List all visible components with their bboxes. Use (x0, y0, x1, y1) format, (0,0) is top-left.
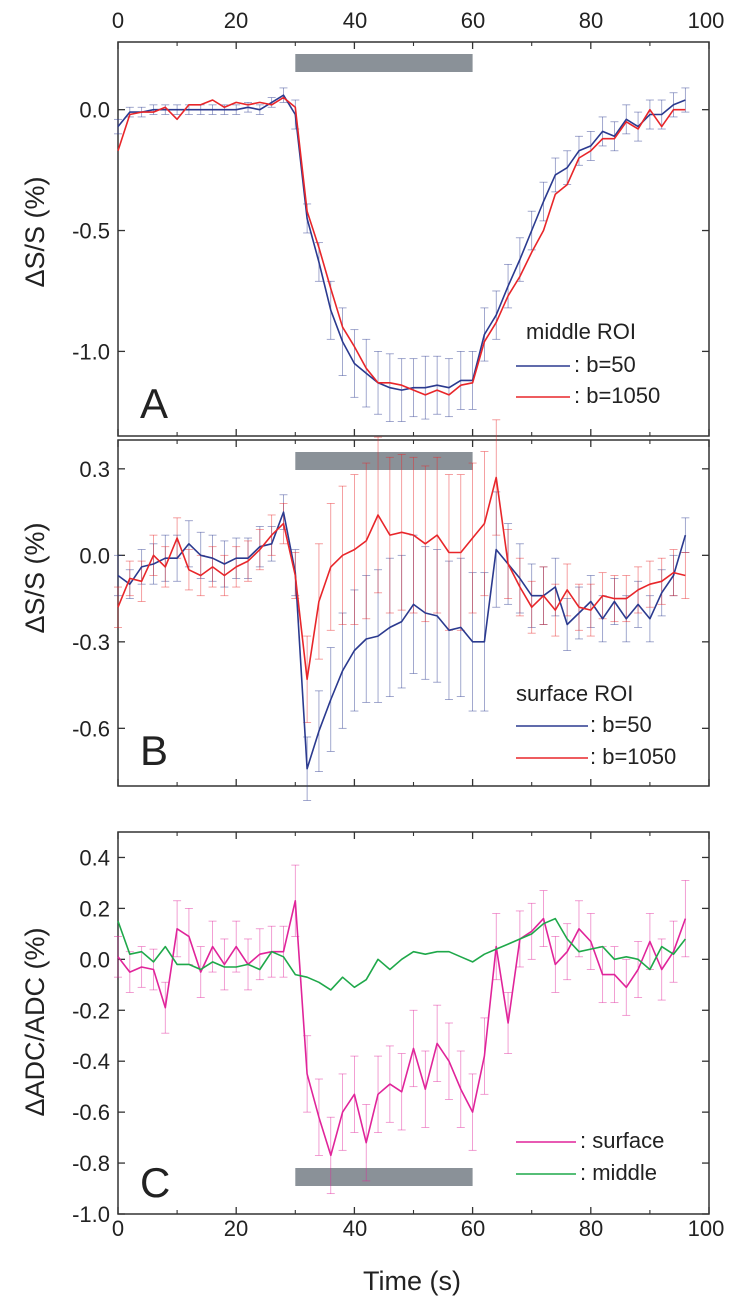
top-x-tick-label: 60 (461, 8, 485, 33)
top-x-tick-label: 40 (343, 8, 367, 33)
panel-a-series-1-line (117, 94, 686, 391)
panel-c-y-tick-label: -0.2 (72, 998, 110, 1023)
panel-c-y-tick-label: 0.4 (79, 845, 110, 870)
top-x-tick-label: 0 (112, 8, 124, 33)
panel-c-legend-label-2: : middle (580, 1160, 657, 1185)
panel-a-letter: A (140, 380, 168, 427)
bottom-x-tick-label: 40 (343, 1216, 367, 1241)
top-x-tick-labels: 0 20 40 60 80 100 (112, 8, 724, 33)
panel-a-legend-label-1: : b=50 (574, 352, 636, 377)
panel-a-stimulus-bar (295, 54, 473, 72)
panel-a-legend-title: middle ROI (526, 319, 636, 344)
panel-b-y-axis-title: ΔS/S (%) (20, 522, 50, 633)
panel-c-ylabel-group: ΔADC/ADC (%) (20, 927, 50, 1116)
panel-c-stimulus-bar (295, 1168, 473, 1186)
panel-c-series-2-line (117, 917, 687, 991)
top-x-tick-label: 80 (579, 8, 603, 33)
panel-c-legend-label-1: : surface (580, 1128, 664, 1153)
panel-c-y-axis-title: ΔADC/ADC (%) (20, 927, 50, 1116)
top-x-tick-label: 100 (688, 8, 725, 33)
panel-b-y-tick-label: 0.0 (79, 543, 110, 568)
panel-a-legend-label-2: : b=1050 (574, 383, 660, 408)
panel-b-ylabel-group: ΔS/S (%) (20, 522, 50, 633)
panel-c-letter: C (140, 1159, 170, 1206)
plot-layer: 0.0 -0.5 -1.0 0.3 0.0 -0.3 -0.6 0.4 0.2 0.0 -0.2 -0… (72, 41, 710, 1227)
bottom-x-tick-label: 20 (224, 1216, 248, 1241)
panel-a-y-axis-title: ΔS/S (%) (20, 176, 50, 287)
panel-a-ylabel-group: ΔS/S (%) (20, 176, 50, 287)
bottom-x-tick-label: 0 (112, 1216, 124, 1241)
panel-c-y-tick-label: -0.6 (72, 1100, 110, 1125)
panel-b-y-tick-label: -0.3 (72, 630, 110, 655)
panel-c-y-tick-label: 0.0 (79, 947, 110, 972)
bottom-x-tick-label: 60 (461, 1216, 485, 1241)
panel-b-letter: B (140, 727, 168, 774)
panel-b-y-tick-label: 0.3 (79, 457, 110, 482)
panel-b-legend-title: surface ROI (516, 681, 633, 706)
panel-b-series-1-line (117, 511, 687, 770)
panel-a-y-tick-label: -1.0 (72, 339, 110, 364)
bottom-x-tick-label: 100 (688, 1216, 725, 1241)
x-axis-title: Time (s) (363, 1266, 461, 1296)
panel-c-y-tick-label: 0.2 (79, 896, 110, 921)
panel-b-legend-label-1: : b=50 (590, 712, 652, 737)
panel-b-series-2-line (117, 476, 686, 681)
panel-b-stimulus-bar (295, 452, 473, 470)
bottom-x-tick-labels: 0 20 40 60 80 100 (112, 1216, 724, 1241)
panel-c-y-tick-label: -0.8 (72, 1151, 110, 1176)
panel-c-y-tick-label: -0.4 (72, 1049, 110, 1074)
panel-a-y-tick-label: -0.5 (72, 219, 110, 244)
panel-b-legend-label-2: : b=1050 (590, 744, 676, 769)
panel-b-y-tick-label: -0.6 (72, 716, 110, 741)
panel-a-y-tick-label: 0.0 (79, 98, 110, 123)
bottom-x-tick-label: 80 (579, 1216, 603, 1241)
top-x-tick-label: 20 (224, 8, 248, 33)
panel-a-series-2-line (117, 96, 686, 396)
panel-c-y-tick-label: -1.0 (72, 1202, 110, 1227)
panel-c-series-1-line (117, 899, 687, 1157)
